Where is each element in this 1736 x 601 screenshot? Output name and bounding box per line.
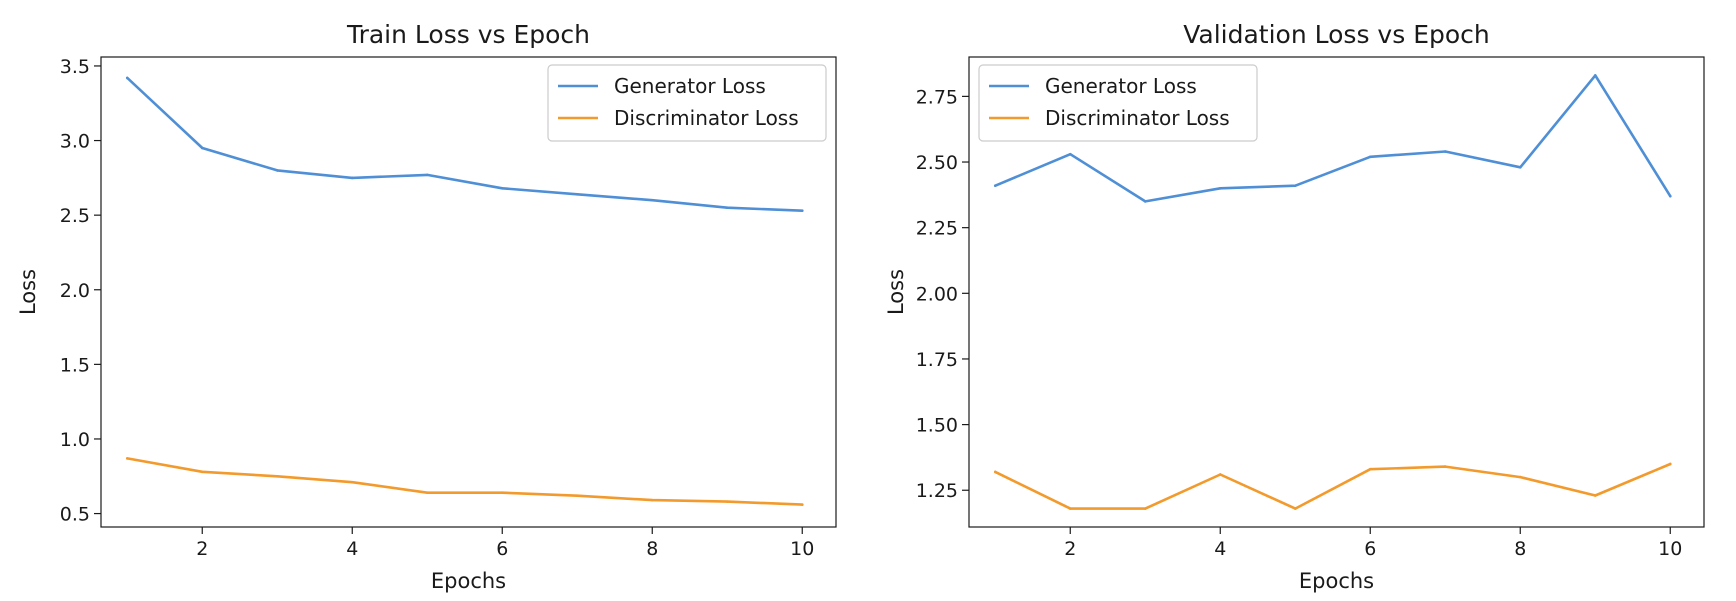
y-tick-label: 1.50 (916, 415, 958, 437)
discriminator-loss-point (350, 480, 354, 484)
discriminator-loss-point (200, 470, 204, 474)
x-tick-label: 6 (496, 538, 508, 560)
chart-title: Train Loss vs Epoch (346, 20, 590, 49)
discriminator-loss-point (1293, 507, 1297, 510)
generator-loss-point (125, 76, 129, 80)
subplot-1: Train Loss vs Epoch 2 4 6 8 10 0.5 1.0 1.5 2.0 2.5… (16, 20, 837, 593)
generator-loss-point (275, 169, 279, 172)
discriminator-loss-point (275, 474, 279, 478)
x-tick-label: 8 (1514, 538, 1526, 560)
x-tick-label: 2 (1064, 538, 1076, 560)
discriminator-loss-point (500, 491, 504, 494)
generator-loss-point (1293, 184, 1297, 187)
axes-frame (968, 56, 1705, 528)
x-tick-label: 6 (1364, 538, 1376, 560)
discriminator-loss-point (1368, 467, 1372, 471)
y-tick-label: 1.75 (916, 349, 958, 371)
y-tick-label: 2.25 (916, 218, 958, 240)
x-axis-label: Epochs (1299, 569, 1374, 593)
y-tick-label: 1.5 (60, 354, 90, 376)
generator-loss-point (1218, 186, 1222, 190)
generator-loss-point (425, 173, 429, 177)
y-tick-label: 2.00 (916, 283, 958, 305)
legend-label-discriminator-loss: Discriminator Loss (1045, 106, 1230, 130)
chart-title: Validation Loss vs Epoch (1183, 20, 1490, 49)
generator-loss-point (1593, 74, 1597, 77)
y-axis-label: Loss (884, 269, 908, 315)
discriminator-loss-point (1593, 494, 1597, 497)
discriminator-loss-point (725, 500, 729, 503)
discriminator-loss-point (1218, 473, 1222, 476)
axes-frame (100, 56, 837, 528)
discriminator-loss-line (126, 457, 804, 506)
x-axis-label: Epochs (431, 569, 506, 593)
discriminator-loss-point (575, 494, 579, 497)
x-tick-label: 8 (646, 538, 658, 560)
y-tick-label: 0.5 (60, 504, 90, 526)
legend: Generator Loss Discriminator Loss (547, 64, 827, 142)
generator-loss-point (993, 184, 997, 187)
generator-loss-line (993, 74, 1672, 203)
x-tick-label: 4 (1214, 538, 1226, 560)
y-tick-label: 3.5 (60, 56, 90, 78)
generator-loss-line (126, 76, 804, 212)
discriminator-loss-point (1443, 465, 1447, 468)
legend-label-discriminator-loss: Discriminator Loss (614, 106, 799, 130)
generator-loss-point (500, 187, 504, 190)
generator-loss-point (1143, 200, 1147, 203)
generator-loss-point (1368, 155, 1372, 159)
x-tick-label: 10 (1658, 538, 1682, 560)
y-tick-label: 1.25 (916, 480, 958, 502)
generator-loss-point (200, 146, 204, 150)
generator-loss-point (1068, 152, 1072, 156)
discriminator-loss-point (1668, 462, 1672, 466)
generator-loss-point (575, 192, 579, 196)
subplot-2: Validation Loss vs Epoch 2 4 6 8 10 1.25 1.50 1.… (884, 20, 1705, 593)
discriminator-loss-line (993, 462, 1672, 510)
discriminator-loss-point (1068, 507, 1072, 510)
legend-label-generator-loss: Generator Loss (614, 74, 766, 98)
generator-loss-point (800, 209, 804, 212)
discriminator-loss-point (650, 498, 654, 502)
generator-loss-point (350, 176, 354, 180)
y-tick-label: 2.0 (60, 280, 90, 302)
generator-loss-point (1668, 194, 1672, 198)
discriminator-loss-point (425, 491, 429, 494)
legend-label-generator-loss: Generator Loss (1045, 74, 1197, 98)
y-tick-label: 2.5 (60, 205, 90, 227)
y-tick-label: 1.0 (60, 429, 90, 451)
discriminator-loss-point (125, 457, 129, 460)
generator-loss-point (725, 206, 729, 209)
x-tick-label: 4 (346, 538, 358, 560)
discriminator-loss-point (1143, 507, 1147, 510)
y-tick-label: 3.0 (60, 131, 90, 153)
generator-loss-point (1518, 165, 1522, 169)
legend-box (547, 64, 827, 142)
legend: Generator Loss Discriminator Loss (978, 64, 1258, 142)
generator-loss-point (1443, 150, 1447, 153)
discriminator-loss-point (1518, 475, 1522, 479)
discriminator-loss-point (993, 470, 997, 474)
x-tick-label: 2 (196, 538, 208, 560)
discriminator-loss-point (800, 503, 804, 506)
y-axis-label: Loss (16, 269, 40, 315)
legend-box (978, 64, 1258, 142)
y-tick-label: 2.50 (916, 152, 958, 174)
generator-loss-point (650, 198, 654, 202)
y-tick-label: 2.75 (916, 86, 958, 108)
x-tick-label: 10 (790, 538, 814, 560)
